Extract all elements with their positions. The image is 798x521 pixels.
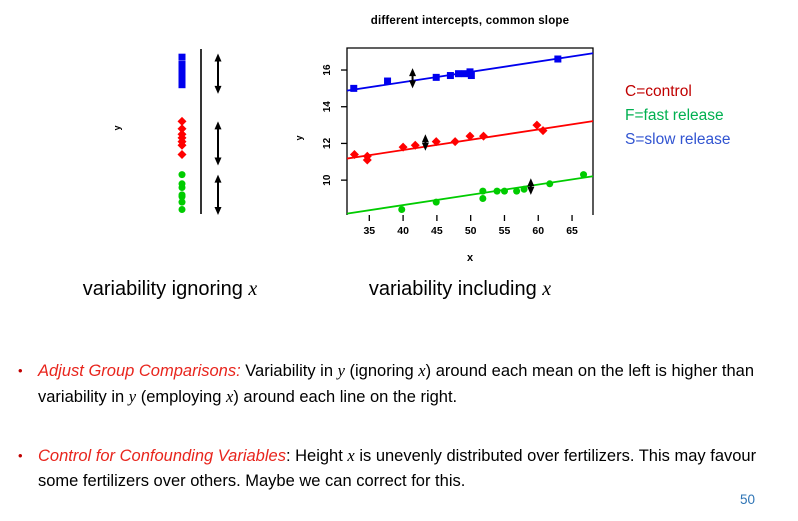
x-axis-label: x [467, 252, 474, 264]
data-point [538, 126, 548, 136]
data-point [178, 61, 186, 69]
data-point [178, 205, 186, 213]
data-point [178, 70, 186, 78]
data-point [177, 124, 187, 134]
bullet-text: Control for Confounding Variables: Heigh… [38, 446, 757, 490]
bullet-item: • Control for Confounding Variables: Heig… [16, 443, 778, 494]
data-point [467, 72, 475, 80]
x-tick-label: 35 [363, 225, 375, 237]
bullet-icon: • [18, 363, 23, 378]
y-tick-label: 10 [322, 174, 333, 186]
bullet-item: • Adjust Group Comparisons: Variability i… [16, 358, 778, 410]
variability-arrow-icon [214, 121, 222, 166]
data-point [466, 68, 474, 76]
data-point [178, 183, 186, 191]
data-point [398, 205, 406, 213]
variability-arrow-icon [409, 68, 417, 89]
data-point [178, 53, 186, 61]
data-point [177, 149, 187, 159]
data-point [349, 149, 359, 159]
y-tick-label: 14 [322, 101, 333, 113]
data-point [178, 193, 186, 201]
x-tick-label: 65 [566, 225, 578, 237]
data-point [178, 75, 186, 83]
fit-line [346, 175, 594, 215]
data-point [384, 77, 392, 85]
data-point [461, 70, 469, 78]
legend: C=control F=fast release S=slow release [625, 80, 731, 152]
data-point [432, 73, 440, 81]
strip-plot: y [112, 49, 222, 215]
bullet-icon: • [18, 448, 23, 463]
data-point [177, 116, 187, 126]
bullet-text: Adjust Group Comparisons: Variability in… [38, 361, 755, 406]
data-point [455, 70, 463, 78]
data-point [432, 198, 440, 206]
data-point [178, 171, 186, 179]
x-tick-label: 50 [465, 225, 477, 237]
data-point [398, 142, 408, 152]
data-point [178, 81, 186, 89]
legend-item: S=slow release [625, 131, 731, 148]
data-point [532, 120, 542, 130]
data-point [500, 187, 508, 195]
right-plot-title: different intercepts, common slope [370, 15, 570, 27]
data-point [546, 180, 554, 188]
data-point [362, 155, 372, 165]
bullet-list: • Adjust Group Comparisons: Variability i… [16, 358, 778, 494]
y-tick-label: 16 [322, 64, 333, 76]
x-tick-label: 60 [532, 225, 544, 237]
data-point [450, 137, 460, 147]
data-point [178, 66, 186, 74]
variability-arrow-icon [421, 134, 429, 151]
data-point [431, 137, 441, 147]
legend-item: C=control [625, 83, 692, 100]
x-tick-label: 45 [431, 225, 443, 237]
data-point [580, 171, 588, 179]
y-axis-label: y [294, 135, 304, 140]
page-number: 50 [740, 492, 756, 507]
y-axis-label: y [112, 125, 122, 130]
data-point [465, 131, 475, 141]
y-tick-label: 12 [322, 137, 333, 149]
legend-item: F=fast release [625, 107, 724, 124]
x-tick-label: 55 [499, 225, 511, 237]
data-point [479, 131, 489, 141]
data-point [513, 187, 521, 195]
data-point [479, 194, 487, 202]
variability-arrow-icon [214, 174, 222, 215]
caption-right: variability including x [368, 278, 552, 300]
data-point [410, 140, 420, 150]
data-point [177, 140, 187, 150]
data-point [446, 72, 454, 80]
data-point [520, 185, 528, 193]
data-point [178, 198, 186, 206]
variability-arrow-icon [527, 178, 535, 195]
plot-frame [346, 47, 594, 215]
caption-left: variability ignoring x [82, 278, 258, 300]
scatter-plot: 35 40 45 50 55 60 65 10 12 14 16 x y [294, 47, 594, 264]
x-tick-label: 40 [397, 225, 409, 237]
variability-arrow-icon [214, 53, 222, 94]
data-point [554, 55, 562, 63]
data-point [493, 187, 501, 195]
data-point [350, 84, 358, 92]
data-point [479, 187, 487, 195]
